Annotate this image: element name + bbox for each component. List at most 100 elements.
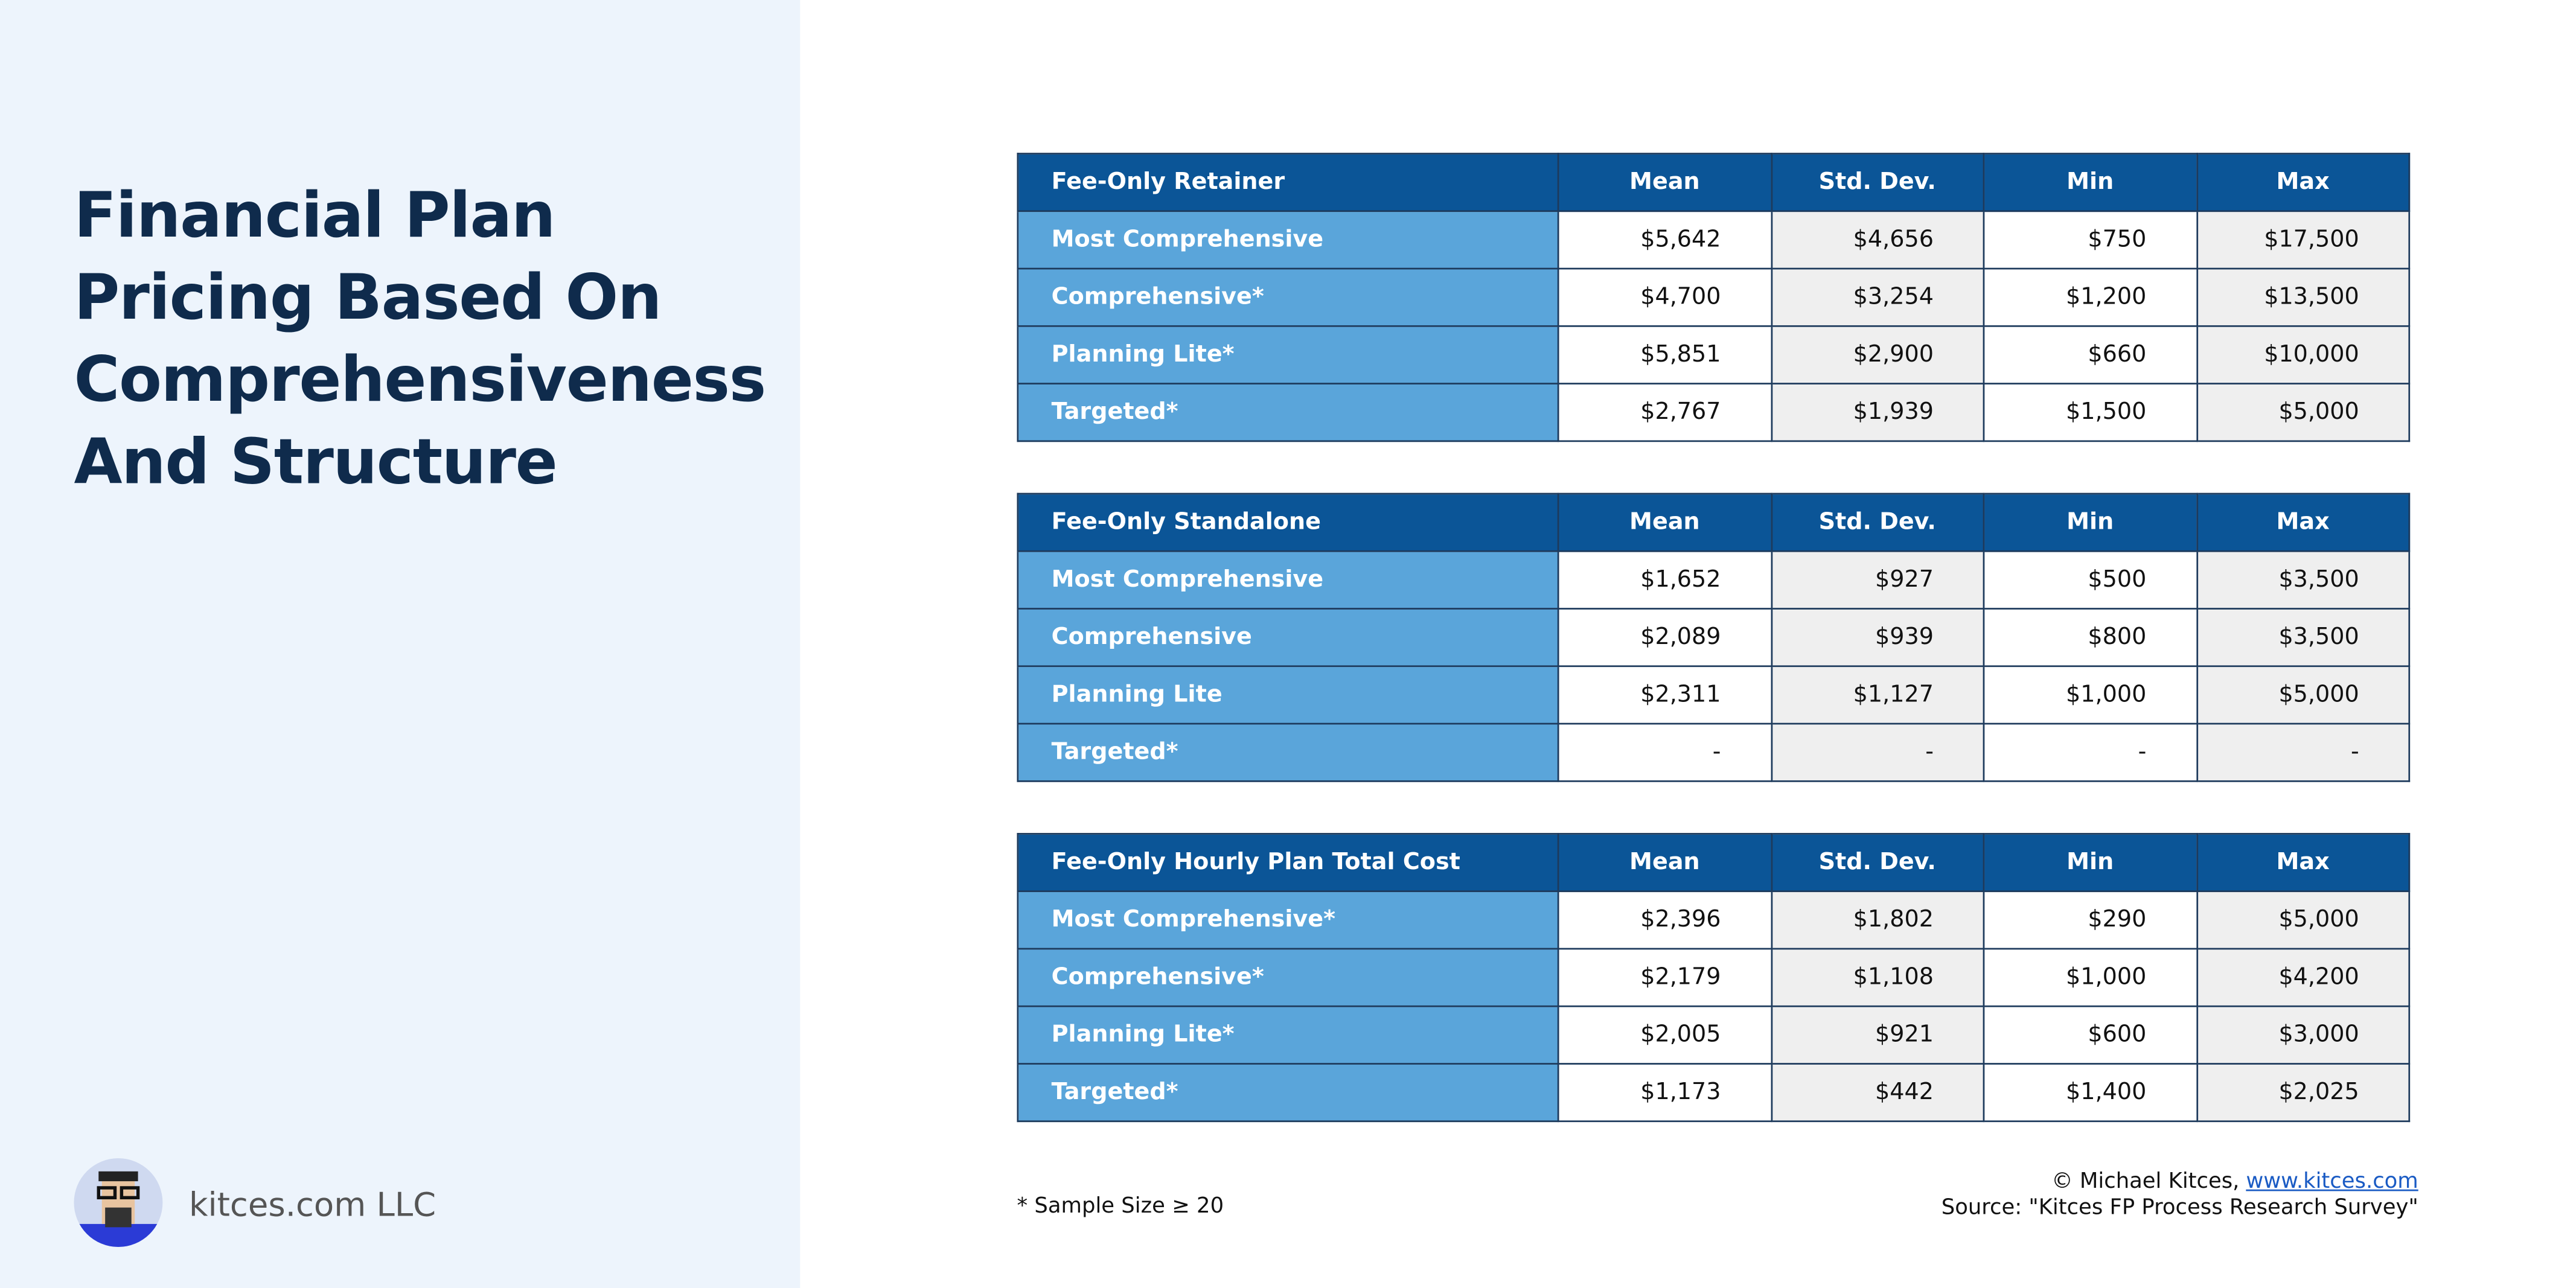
value-cell: $2,005 bbox=[1557, 1005, 1772, 1065]
header-cell: Mean bbox=[1557, 833, 1772, 893]
header-cell: Mean bbox=[1557, 153, 1772, 212]
value-cell: $1,802 bbox=[1770, 890, 1985, 950]
value-cell: $3,254 bbox=[1770, 267, 1985, 327]
header-cell: Std. Dev. bbox=[1770, 493, 1985, 552]
value-cell: - bbox=[2196, 722, 2411, 782]
header-cell: Min bbox=[1983, 153, 2197, 212]
value-cell: $600 bbox=[1983, 1005, 2197, 1065]
value-cell: - bbox=[1770, 722, 1985, 782]
header-cell: Max bbox=[2196, 493, 2411, 552]
value-cell: $5,000 bbox=[2196, 890, 2411, 950]
value-cell: $4,700 bbox=[1557, 267, 1772, 327]
value-cell: - bbox=[1557, 722, 1772, 782]
table-row: Targeted* $1,173 $442 $1,400 $2,025 bbox=[1017, 1063, 2411, 1123]
row-label: Most Comprehensive bbox=[1017, 550, 1559, 610]
value-cell: $2,089 bbox=[1557, 608, 1772, 668]
side-panel: Financial Plan Pricing Based On Comprehens… bbox=[0, 0, 801, 1288]
table-row: Most Comprehensive $5,642 $4,656 $750 $17,50… bbox=[1017, 210, 2411, 270]
value-cell: $2,396 bbox=[1557, 890, 1772, 950]
row-label: Most Comprehensive* bbox=[1017, 890, 1559, 950]
credit-line: © Michael Kitces, www.kitces.com bbox=[1942, 1170, 2418, 1196]
value-cell: $927 bbox=[1770, 550, 1985, 610]
row-label: Targeted* bbox=[1017, 1063, 1559, 1123]
value-cell: $10,000 bbox=[2196, 325, 2411, 384]
table-row: Targeted* $2,767 $1,939 $1,500 $5,000 bbox=[1017, 383, 2411, 442]
table-row: Planning Lite* $5,851 $2,900 $660 $10,000 bbox=[1017, 325, 2411, 384]
row-label: Planning Lite bbox=[1017, 665, 1559, 725]
table-row: Most Comprehensive* $2,396 $1,802 $290 $5,00… bbox=[1017, 890, 2411, 950]
value-cell: $1,400 bbox=[1983, 1063, 2197, 1123]
credit: © Michael Kitces, www.kitces.com Source: … bbox=[1942, 1170, 2418, 1222]
avatar-icon bbox=[74, 1171, 163, 1247]
value-cell: $2,900 bbox=[1770, 325, 1985, 384]
value-cell: $1,500 bbox=[1983, 383, 2197, 442]
value-cell: $4,200 bbox=[2196, 948, 2411, 1007]
header-cell: Mean bbox=[1557, 493, 1772, 552]
row-label: Planning Lite* bbox=[1017, 1005, 1559, 1065]
header-cell: Min bbox=[1983, 493, 2197, 552]
value-cell: $5,642 bbox=[1557, 210, 1772, 270]
value-cell: $1,939 bbox=[1770, 383, 1985, 442]
value-cell: $2,767 bbox=[1557, 383, 1772, 442]
brand: kitces.com LLC bbox=[188, 1184, 436, 1224]
value-cell: $5,000 bbox=[2196, 383, 2411, 442]
value-cell: - bbox=[1983, 722, 2197, 782]
header-cell: Fee-Only Standalone bbox=[1017, 493, 1559, 552]
value-cell: $3,000 bbox=[2196, 1005, 2411, 1065]
data-table: Fee-Only Standalone Mean Std. Dev. Min Max Mo… bbox=[1017, 493, 2411, 782]
header-cell: Fee-Only Retainer bbox=[1017, 153, 1559, 212]
header-cell: Std. Dev. bbox=[1770, 153, 1985, 212]
source: Source: "Kitces FP Process Research Surv… bbox=[1941, 1196, 2418, 1221]
row-label: Comprehensive* bbox=[1017, 267, 1559, 327]
value-cell: $442 bbox=[1770, 1063, 1985, 1123]
row-label: Planning Lite* bbox=[1017, 325, 1559, 384]
value-cell: $290 bbox=[1983, 890, 2197, 950]
value-cell: $2,179 bbox=[1557, 948, 1772, 1007]
value-cell: $1,000 bbox=[1983, 665, 2197, 725]
title-line: And Structure bbox=[74, 425, 557, 498]
header-row: Fee-Only Hourly Plan Total Cost Mean Std. … bbox=[1017, 833, 2411, 893]
value-cell: $1,000 bbox=[1983, 948, 2197, 1007]
link[interactable]: www.kitces.com bbox=[2246, 1170, 2418, 1194]
value-cell: $5,851 bbox=[1557, 325, 1772, 384]
header-cell: Fee-Only Hourly Plan Total Cost bbox=[1017, 833, 1559, 893]
value-cell: $1,173 bbox=[1557, 1063, 1772, 1123]
header-row: Fee-Only Retainer Mean Std. Dev. Min Max bbox=[1017, 153, 2411, 212]
header-cell: Std. Dev. bbox=[1770, 833, 1985, 893]
row-label: Comprehensive bbox=[1017, 608, 1559, 668]
table-row: Most Comprehensive $1,652 $927 $500 $3,500 bbox=[1017, 550, 2411, 610]
author: © Michael Kitces, bbox=[2051, 1170, 2240, 1194]
value-cell: $1,200 bbox=[1983, 267, 2197, 327]
title-line: Pricing Based On bbox=[74, 261, 662, 334]
header-cell: Min bbox=[1983, 833, 2197, 893]
title-line: Comprehensiveness bbox=[74, 343, 766, 416]
footnote: * Sample Size ≥ 20 bbox=[1017, 1194, 1224, 1219]
title-line: Financial Plan bbox=[74, 179, 555, 252]
value-cell: $13,500 bbox=[2196, 267, 2411, 327]
value-cell: $750 bbox=[1983, 210, 2197, 270]
header-cell: Max bbox=[2196, 153, 2411, 212]
title: Financial Plan Pricing Based On Comprehens… bbox=[74, 174, 766, 503]
table-row: Comprehensive $2,089 $939 $800 $3,500 bbox=[1017, 608, 2411, 668]
row-label: Targeted* bbox=[1017, 722, 1559, 782]
row-label: Targeted* bbox=[1017, 383, 1559, 442]
value-cell: $4,656 bbox=[1770, 210, 1985, 270]
value-cell: $660 bbox=[1983, 325, 2197, 384]
table-row: Comprehensive* $2,179 $1,108 $1,000 $4,200 bbox=[1017, 948, 2411, 1007]
data-table: Fee-Only Hourly Plan Total Cost Mean Std. … bbox=[1017, 833, 2411, 1123]
value-cell: $3,500 bbox=[2196, 608, 2411, 668]
header-row: Fee-Only Standalone Mean Std. Dev. Min Max bbox=[1017, 493, 2411, 552]
value-cell: $1,652 bbox=[1557, 550, 1772, 610]
row-label: Most Comprehensive bbox=[1017, 210, 1559, 270]
table-row: Planning Lite $2,311 $1,127 $1,000 $5,000 bbox=[1017, 665, 2411, 725]
value-cell: $5,000 bbox=[2196, 665, 2411, 725]
value-cell: $1,108 bbox=[1770, 948, 1985, 1007]
value-cell: $500 bbox=[1983, 550, 2197, 610]
value-cell: $1,127 bbox=[1770, 665, 1985, 725]
value-cell: $2,025 bbox=[2196, 1063, 2411, 1123]
value-cell: $939 bbox=[1770, 608, 1985, 668]
value-cell: $17,500 bbox=[2196, 210, 2411, 270]
value-cell: $2,311 bbox=[1557, 665, 1772, 725]
